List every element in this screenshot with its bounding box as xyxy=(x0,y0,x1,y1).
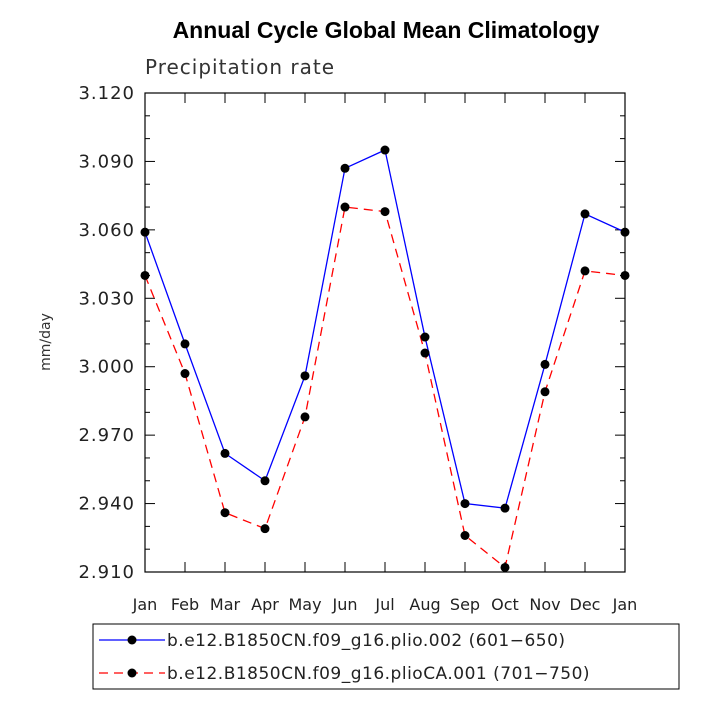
y-tick-label: 3.030 xyxy=(78,288,135,309)
y-tick-label: 2.910 xyxy=(78,562,135,583)
ticks-layer: 3.120 3.090 3.060 3.030 3.000 2.970 2.940 2.910… xyxy=(78,83,637,614)
x-tick-label: Jun xyxy=(332,595,358,614)
data-point xyxy=(420,332,430,342)
plot-frame xyxy=(144,92,626,573)
data-point xyxy=(220,508,230,518)
y-tick-label: 3.060 xyxy=(78,220,135,241)
y-tick-label: 2.970 xyxy=(78,425,135,446)
series-line xyxy=(144,206,626,569)
data-point xyxy=(300,371,310,381)
y-tick-label: 2.940 xyxy=(78,494,135,515)
chart-subtitle: Precipitation rate xyxy=(145,55,335,79)
data-point xyxy=(340,202,350,212)
y-tick-label: 3.000 xyxy=(78,357,135,378)
y-axis-title: mm/day xyxy=(38,313,54,371)
legend-label: b.e12.B1850CN.f09_g16.plio.002 (601−650) xyxy=(167,631,566,651)
y-tick-label: 3.090 xyxy=(78,151,135,172)
data-point xyxy=(180,339,190,349)
x-tick-label: Jan xyxy=(132,595,158,614)
data-point xyxy=(380,145,390,155)
x-tick-label: Jan xyxy=(612,595,638,614)
data-point xyxy=(620,227,630,237)
legend-label: b.e12.B1850CN.f09_g16.plioCA.001 (701−75… xyxy=(167,664,590,684)
x-tick-label: Jul xyxy=(374,595,394,614)
y-tick-label: 3.120 xyxy=(78,83,135,104)
data-point xyxy=(540,387,550,397)
x-tick-label: Feb xyxy=(171,595,199,614)
data-point xyxy=(380,207,390,217)
legend-marker xyxy=(127,668,137,678)
data-point xyxy=(540,359,550,369)
data-point xyxy=(580,209,590,219)
series-line xyxy=(144,149,626,509)
data-point xyxy=(460,531,470,541)
x-tick-label: Apr xyxy=(251,595,279,614)
chart-title: Annual Cycle Global Mean Climatology xyxy=(173,17,600,43)
legend-entries: b.e12.B1850CN.f09_g16.plio.002 (601−650)… xyxy=(99,631,590,684)
data-point xyxy=(420,348,430,358)
x-tick-label: Dec xyxy=(570,595,601,614)
data-point xyxy=(500,503,510,513)
x-tick-label: Nov xyxy=(529,595,560,614)
data-point xyxy=(340,163,350,173)
data-point xyxy=(500,562,510,572)
legend-marker xyxy=(127,635,137,645)
x-tick-label: Mar xyxy=(210,595,241,614)
data-point xyxy=(580,266,590,276)
data-point xyxy=(260,524,270,534)
legend: b.e12.B1850CN.f09_g16.plio.002 (601−650)… xyxy=(92,623,680,690)
x-tick-label: Aug xyxy=(409,595,440,614)
x-tick-label: May xyxy=(288,595,321,614)
data-point xyxy=(220,448,230,458)
x-tick-label: Sep xyxy=(450,595,480,614)
data-point xyxy=(140,270,150,280)
data-point xyxy=(620,270,630,280)
series-layer xyxy=(140,145,630,572)
data-point xyxy=(260,476,270,486)
data-point xyxy=(460,499,470,509)
data-point xyxy=(140,227,150,237)
legend-box xyxy=(92,623,680,690)
data-point xyxy=(300,412,310,422)
x-tick-label: Oct xyxy=(491,595,519,614)
data-point xyxy=(180,369,190,379)
